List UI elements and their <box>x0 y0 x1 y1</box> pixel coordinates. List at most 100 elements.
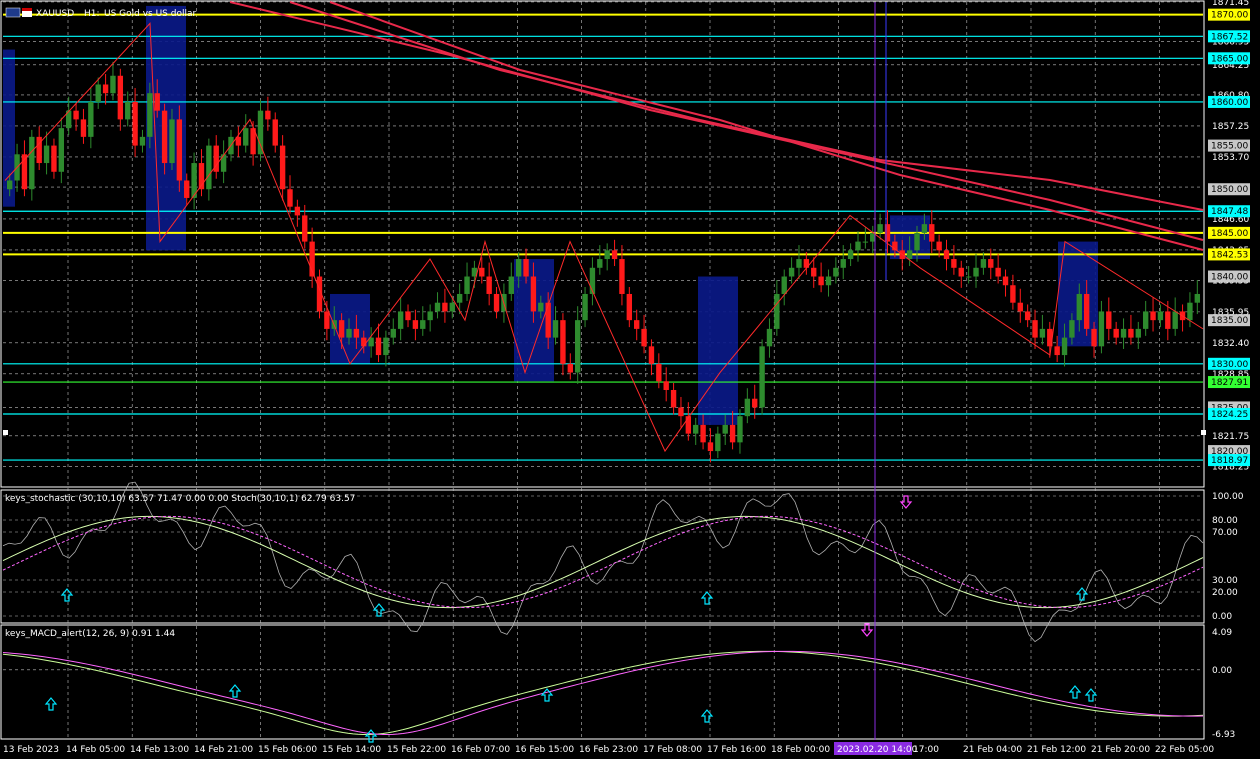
level-price-tag <box>1208 248 1250 261</box>
candle-body <box>582 293 588 321</box>
level-price-value: 1845.00 <box>1211 229 1248 239</box>
level-price-tag <box>1208 52 1250 65</box>
candle-body <box>589 267 596 294</box>
candle-body <box>1024 311 1031 321</box>
level-price-value: 1818.97 <box>1211 456 1248 466</box>
main-price-panel[interactable] <box>0 0 1205 488</box>
level-price-value: 1855.00 <box>1211 142 1248 152</box>
level-price-value: 1870.00 <box>1211 11 1248 21</box>
candle-body <box>744 398 751 417</box>
candle-body <box>877 224 883 233</box>
crosshair-time-box <box>834 742 912 755</box>
candle-body <box>781 276 787 294</box>
buy-signal-arrow-icon <box>700 709 714 723</box>
stochastic-level-label: 30.00 <box>1212 576 1238 586</box>
time-tick-label: 16 Feb 07:00 <box>451 745 510 755</box>
candle-body <box>884 224 891 242</box>
candle-body <box>43 145 50 164</box>
price-tick-label: 1864.25 <box>1212 61 1249 71</box>
stochastic-panel[interactable] <box>0 489 1205 624</box>
candle-body <box>567 363 573 373</box>
candle-body <box>361 337 367 347</box>
candle-body <box>132 101 138 146</box>
level-price-value: 1830.00 <box>1211 360 1248 370</box>
candle-body <box>442 302 448 312</box>
level-price-value: 1827.91 <box>1211 378 1248 388</box>
macd-panel[interactable] <box>0 624 1205 740</box>
stochastic-level-label: 100.00 <box>1212 492 1244 502</box>
candle-body <box>1135 328 1141 338</box>
candle-body <box>663 381 669 390</box>
buy-signal-arrow-icon <box>60 588 74 602</box>
candle-body <box>405 311 411 321</box>
candle-body <box>693 424 699 434</box>
zigzag-line <box>4 22 1204 453</box>
level-price-tag <box>1208 139 1250 152</box>
level-price-tag <box>1208 8 1250 21</box>
candle-body <box>715 433 721 452</box>
candle-body <box>707 442 714 452</box>
level-price-tag <box>1208 270 1250 283</box>
price-tick-label: 1821.75 <box>1212 432 1249 442</box>
time-tick-label: 21 Feb 20:00 <box>1091 745 1150 755</box>
candle-body <box>1076 293 1082 321</box>
candle-body <box>1047 328 1053 347</box>
candle-body <box>685 416 692 434</box>
candle-body <box>538 302 544 312</box>
candle-body <box>213 145 219 172</box>
candle-body <box>1061 337 1068 356</box>
candle-body <box>250 128 256 155</box>
signal-arrows <box>44 495 1098 743</box>
price-tick-label: 1846.60 <box>1212 215 1249 225</box>
candle-body <box>1098 311 1105 347</box>
candle-body <box>788 267 795 277</box>
candle-body <box>1113 328 1119 338</box>
price-tick-label: 1818.25 <box>1212 462 1249 472</box>
time-tick-label: 22 Feb 05:00 <box>1155 745 1214 755</box>
candle-body <box>943 250 950 260</box>
candle-body <box>1069 320 1075 338</box>
candle-body <box>1128 328 1134 338</box>
level-price-tag <box>1208 30 1250 43</box>
time-tick-label: 16 Feb 23:00 <box>579 745 638 755</box>
candle-body <box>921 224 928 233</box>
sell-signal-arrow-icon <box>899 495 913 509</box>
candle-body <box>1157 311 1164 321</box>
time-tick-label: 14 Feb 05:00 <box>66 745 125 755</box>
time-tick-label: 21 Feb 12:00 <box>1027 745 1086 755</box>
candle-body <box>169 119 175 164</box>
candle-body <box>803 259 810 268</box>
candle-body <box>855 241 861 251</box>
candle-body <box>420 320 426 329</box>
time-axis: 13 Feb 2023 14 Feb 05:00 14 Feb 13:00 14 Fe… <box>3 745 1214 755</box>
sell-signal-arrow-icon <box>860 623 874 637</box>
chart-menu-icon[interactable] <box>5 7 21 18</box>
stochastic-level-label: 20.00 <box>1212 588 1238 598</box>
candle-body <box>375 337 382 356</box>
candle-body <box>722 424 728 434</box>
candle-body <box>980 259 987 268</box>
candle-body <box>390 328 396 338</box>
level-price-tag <box>1208 407 1250 420</box>
line-handle-left[interactable] <box>3 430 8 435</box>
candle-body <box>1083 293 1090 329</box>
candle-body <box>936 241 942 251</box>
candle-body <box>634 320 640 329</box>
candle-body <box>752 398 758 408</box>
candle-body <box>847 250 854 260</box>
candle-body <box>574 320 581 373</box>
level-price-tag <box>1208 205 1250 218</box>
line-handle-right[interactable] <box>1201 430 1206 435</box>
moving-averages <box>229 1 1204 251</box>
candle-body <box>973 267 979 277</box>
candle-body <box>471 267 478 277</box>
candle-body <box>198 163 205 190</box>
candle-body <box>530 276 537 312</box>
level-price-tag <box>1208 454 1250 467</box>
candle-body <box>1054 346 1060 356</box>
level-price-value: 1835.00 <box>1211 316 1248 326</box>
price-tick-label: 1871.45 <box>1212 0 1249 8</box>
candle-body <box>102 84 109 94</box>
candle-body <box>88 101 94 137</box>
